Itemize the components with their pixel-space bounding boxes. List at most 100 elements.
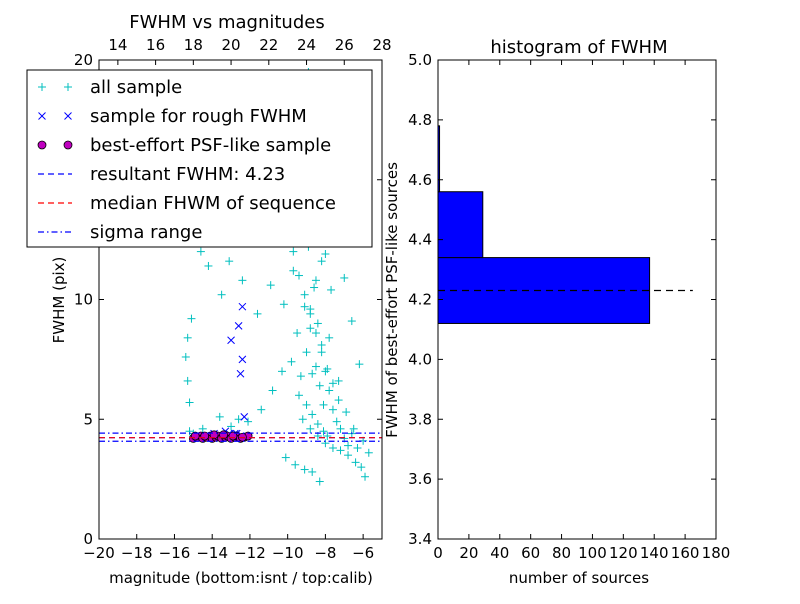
- x-tick-label-2: −16: [159, 544, 191, 562]
- scatter-point-s0-30: [313, 319, 322, 328]
- scatter-point-s0-35: [325, 386, 334, 395]
- histogram-panel: histogram of FWHM 0 20 40 60 80 100 120 140 160 1…: [383, 37, 730, 587]
- scatter-point-s0-73: [311, 329, 320, 338]
- scatter-point-s0-100: [215, 412, 224, 421]
- scatter-point-s0-113: [300, 465, 309, 474]
- y-tick-label-4: 20: [74, 51, 93, 69]
- scatter-point-s1-10: [240, 413, 249, 421]
- hist-x-tick-label-7: 140: [640, 544, 669, 562]
- x-tick-label-7: −6: [352, 544, 374, 562]
- scatter-point-s0-23: [300, 302, 309, 311]
- scatter-point-s1-4-b: [227, 336, 235, 345]
- scatter-point-s1-10-b: [240, 413, 249, 421]
- scatter-point-s0-55: [308, 410, 317, 419]
- hist-y-tick-label-5: 4.4: [408, 231, 432, 249]
- x-tick-label-0: −20: [83, 544, 115, 562]
- scatter-point-s0-71: [300, 290, 309, 299]
- legend-box: [26, 69, 373, 248]
- scatter-point-s1-8-b: [238, 355, 247, 364]
- scatter-point-s0-70: [294, 271, 303, 280]
- top-x-tick-label-5: 24: [297, 36, 316, 54]
- scatter-point-s0-82: [327, 285, 336, 294]
- top-x-tick-label-1: 16: [146, 36, 165, 54]
- hist-x-tick-label-1: 20: [459, 544, 478, 562]
- top-x-tick-label-0: 14: [108, 36, 127, 54]
- legend-marker-a-1-b: [38, 112, 46, 120]
- scatter-point-s0-81: [321, 249, 330, 258]
- scatter-point-s0-56: [313, 420, 322, 429]
- hist-x-tick-label-4: 80: [552, 544, 571, 562]
- scatter-point-s0-76: [328, 379, 337, 388]
- legend-label-4: median FHWM of sequence: [90, 193, 336, 214]
- scatter-panel: FWHM vs magnitudes −20 −18 −16 −14 −12 −10 −8−…: [26, 12, 392, 587]
- scatter-point-s0-114: [308, 467, 317, 476]
- scatter-point-s0-10: [225, 257, 234, 266]
- legend-entry-0: all sample: [38, 77, 182, 98]
- y-tick-label-1: 5: [83, 410, 93, 428]
- histogram-plot-area: [437, 125, 693, 324]
- scatter-point-s0-31: [315, 381, 324, 390]
- scatter-point-s0-65: [334, 376, 343, 385]
- scatter-point-s0-2: [183, 333, 192, 342]
- scatter-point-s0-112: [291, 460, 300, 469]
- legend-entry-4: median FHWM of sequence: [38, 193, 336, 214]
- legend-marker-b-0: [64, 83, 72, 91]
- legend-marker-a-1: [38, 112, 46, 120]
- scatter-point-s0-93: [278, 367, 287, 376]
- scatter-point-s0-20: [289, 266, 298, 275]
- scatter-point-s0-96: [244, 417, 253, 426]
- scatter-point-s1-4: [227, 336, 235, 345]
- hist-y-tick-label-6: 4.6: [408, 171, 432, 189]
- legend-label-0: all sample: [90, 77, 182, 98]
- legend-marker-a-0: [38, 83, 46, 91]
- histogram-title: histogram of FWHM: [490, 37, 667, 58]
- hist-y-tick-label-8: 5.0: [408, 51, 432, 69]
- scatter-point-s0-67: [349, 424, 358, 433]
- scatter-point-s0-60: [296, 372, 305, 381]
- scatter-point-s0-44: [364, 448, 373, 457]
- scatter-point-s0-38: [336, 424, 345, 433]
- scatter-point-s0-54: [302, 400, 311, 409]
- scatter-point-s1-7: [236, 369, 245, 378]
- top-x-tick-label-3: 20: [222, 36, 241, 54]
- hist-y-tick-label-1: 3.6: [408, 470, 432, 488]
- top-x-tick-label-6: 26: [335, 36, 354, 54]
- scatter-point-s0-74: [317, 348, 326, 357]
- scatter-point-s0-98: [198, 424, 207, 433]
- scatter-point-s0-42: [353, 443, 362, 452]
- scatter-point-s0-77: [334, 396, 343, 405]
- scatter-point-s0-69: [289, 247, 298, 256]
- scatter-point-s0-62: [311, 276, 320, 285]
- legend-marker-b-2: [63, 140, 73, 150]
- scatter-point-s0-110: [355, 360, 364, 369]
- scatter-point-s0-9: [217, 290, 226, 299]
- top-x-tick-label-4: 22: [259, 36, 278, 54]
- x-tick-label-3: −14: [196, 544, 228, 562]
- scatter-point-s1-6-b: [234, 321, 243, 330]
- scatter-point-s0-32: [317, 341, 326, 350]
- scatter-point-s0-28: [310, 283, 319, 292]
- legend-marker-a-2: [37, 140, 47, 150]
- legend-entry-2: best-effort PSF-like sample: [37, 135, 331, 156]
- top-x-tick-label-2: 18: [184, 36, 203, 54]
- scatter-point-s0-75: [323, 364, 332, 373]
- scatter-point-s0-59: [287, 357, 296, 366]
- histogram-bar-1: [437, 191, 484, 259]
- scatter-point-s0-87: [328, 443, 337, 452]
- legend-entry-5: sigma range: [38, 222, 202, 243]
- scatter-point-s1-9-b: [238, 302, 247, 311]
- scatter-point-s0-91: [357, 463, 366, 472]
- scatter-point-s0-16: [266, 281, 275, 290]
- scatter-point-s0-84: [306, 424, 315, 433]
- histogram-x-label: number of sources: [509, 569, 649, 587]
- scatter-point-s0-66: [342, 408, 351, 417]
- scatter-point-s0-88: [336, 446, 345, 455]
- scatter-point-s1-9: [238, 302, 247, 311]
- hist-x-tick-label-6: 120: [609, 544, 638, 562]
- scatter-point-s0-18: [279, 300, 288, 309]
- scatter-point-s0-36: [328, 405, 337, 414]
- hist-y-tick-label-2: 3.8: [408, 410, 432, 428]
- scatter-title: FWHM vs magnitudes: [129, 12, 324, 33]
- scatter-point-s0-0: [181, 352, 190, 361]
